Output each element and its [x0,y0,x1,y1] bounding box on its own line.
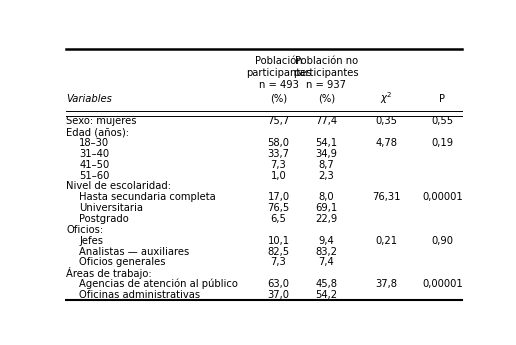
Text: 18–30: 18–30 [79,138,109,148]
Text: Áreas de trabajo:: Áreas de trabajo: [67,267,152,279]
Text: 33,7: 33,7 [267,149,289,159]
Text: participantes: participantes [246,68,311,78]
Text: 51–60: 51–60 [79,170,110,180]
Text: 75,7: 75,7 [267,116,289,126]
Text: Oficios generales: Oficios generales [79,257,166,267]
Text: 8,7: 8,7 [318,160,334,170]
Text: 8,0: 8,0 [318,192,334,202]
Text: 83,2: 83,2 [315,247,337,257]
Text: 6,5: 6,5 [270,214,286,224]
Text: 9,4: 9,4 [318,236,334,246]
Text: 76,31: 76,31 [372,192,400,202]
Text: 37,0: 37,0 [267,290,289,300]
Text: 37,8: 37,8 [376,279,397,289]
Text: (%): (%) [318,93,335,104]
Text: 10,1: 10,1 [267,236,289,246]
Text: n = 493: n = 493 [259,80,298,90]
Text: Oficinas administrativas: Oficinas administrativas [79,290,200,300]
Text: 22,9: 22,9 [315,214,337,224]
Text: P: P [440,93,445,104]
Text: 17,0: 17,0 [267,192,289,202]
Text: 34,9: 34,9 [315,149,337,159]
Text: 63,0: 63,0 [267,279,289,289]
Text: 82,5: 82,5 [267,247,289,257]
Text: Postgrado: Postgrado [79,214,129,224]
Text: 54,2: 54,2 [315,290,337,300]
Text: Población: Población [254,56,302,66]
Text: Universitaria: Universitaria [79,203,143,213]
Text: 69,1: 69,1 [315,203,337,213]
Text: 2,3: 2,3 [318,170,334,180]
Text: 0,90: 0,90 [431,236,454,246]
Text: 58,0: 58,0 [267,138,289,148]
Text: 0,00001: 0,00001 [422,279,463,289]
Text: 7,4: 7,4 [318,257,334,267]
Text: 1,0: 1,0 [270,170,286,180]
Text: Población no: Población no [295,56,358,66]
Text: 76,5: 76,5 [267,203,289,213]
Text: 7,3: 7,3 [270,160,286,170]
Text: 0,55: 0,55 [431,116,454,126]
Text: (%): (%) [270,93,287,104]
Text: 77,4: 77,4 [315,116,337,126]
Text: $\chi^2$: $\chi^2$ [380,91,393,106]
Text: 4,78: 4,78 [376,138,397,148]
Text: 0,00001: 0,00001 [422,192,463,202]
Text: Jefes: Jefes [79,236,103,246]
Text: 45,8: 45,8 [315,279,337,289]
Text: Agencias de atención al público: Agencias de atención al público [79,279,238,289]
Text: 31–40: 31–40 [79,149,109,159]
Text: 7,3: 7,3 [270,257,286,267]
Text: Edad (años):: Edad (años): [67,127,130,137]
Text: 0,19: 0,19 [431,138,454,148]
Text: participantes: participantes [294,68,359,78]
Text: 41–50: 41–50 [79,160,109,170]
Text: Oficios:: Oficios: [67,225,104,235]
Text: Sexo: mujeres: Sexo: mujeres [67,116,137,126]
Text: Variables: Variables [67,93,112,104]
Text: n = 937: n = 937 [307,80,346,90]
Text: 54,1: 54,1 [315,138,337,148]
Text: 0,35: 0,35 [376,116,397,126]
Text: Hasta secundaria completa: Hasta secundaria completa [79,192,216,202]
Text: Analistas — auxiliares: Analistas — auxiliares [79,247,189,257]
Text: Nivel de escolaridad:: Nivel de escolaridad: [67,181,171,191]
Text: 0,21: 0,21 [375,236,397,246]
